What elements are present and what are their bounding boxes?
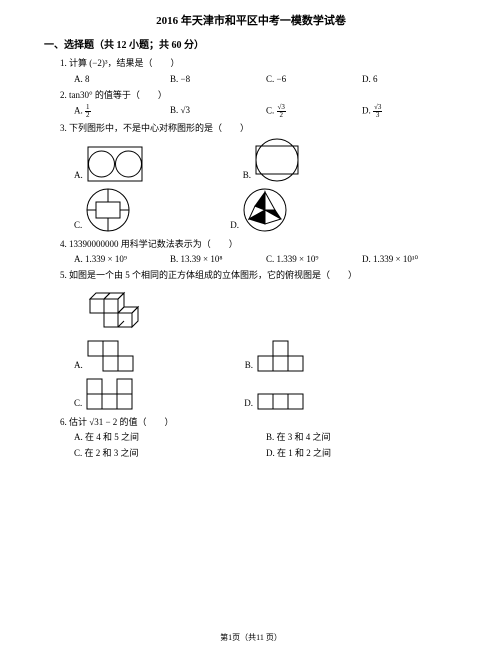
q3-figs-row1: A. B. (74, 138, 458, 185)
q3-fig-c (86, 188, 130, 232)
q1-options: A. 8 B. −8 C. −6 D. 6 (74, 73, 458, 86)
q6-opt-a: A. 在 4 和 5 之间 (74, 431, 266, 444)
q5-fig-d (257, 393, 305, 410)
q3-opt-a: A. (74, 169, 83, 182)
q4-text: 4. 13390000000 用科学记数法表示为（ ） (60, 238, 458, 251)
q5-opt-a: A. (74, 359, 83, 372)
q6-text: 6. 估计 √31 − 2 的值（ ） (60, 416, 458, 429)
q4-opt-b: B. 13.39 × 10⁸ (170, 253, 266, 266)
q5-figs-row2: C. D. (74, 378, 458, 413)
q2-text: 2. tan30° 的值等于（ ） (60, 89, 458, 102)
q5-fig-a (87, 340, 135, 372)
q3-figs-row2: C. D. (74, 188, 458, 235)
q6-opt-c: C. 在 2 和 3 之间 (74, 447, 266, 460)
q2-opt-b: B. √3 (170, 104, 266, 119)
q2-opt-d: D. √33 (362, 104, 458, 119)
q3-opt-c: C. (74, 219, 82, 232)
q6-options-r1: A. 在 4 和 5 之间 B. 在 3 和 4 之间 (74, 431, 458, 444)
q5-opt-c: C. (74, 397, 82, 410)
q1-opt-c: C. −6 (266, 73, 362, 86)
q5-fig-b (257, 340, 305, 372)
page-footer: 第1页（共11 页） (0, 632, 502, 643)
q5-fig-c (86, 378, 134, 410)
q3-fig-b (255, 138, 299, 182)
q1-opt-d: D. 6 (362, 73, 458, 86)
q3-fig-d (243, 188, 287, 232)
q5-3d-figure (84, 285, 146, 335)
section-heading: 一、选择题（共 12 小题；共 60 分） (44, 39, 458, 53)
q3-opt-d: D. (230, 219, 239, 232)
q4-opt-a: A. 1.339 × 10⁹ (74, 253, 170, 266)
q2-opt-c: C. √32 (266, 104, 362, 119)
q1-opt-b: B. −8 (170, 73, 266, 86)
q4-opt-d: D. 1.339 × 10¹⁰ (362, 253, 458, 266)
q3-opt-b: B. (243, 169, 251, 182)
q6-opt-b: B. 在 3 和 4 之间 (266, 431, 458, 444)
q2-opt-a: A. 12 (74, 104, 170, 119)
q5-text: 5. 如图是一个由 5 个相同的正方体组成的立体图形，它的俯视图是（ ） (60, 269, 458, 282)
q1-opt-a: A. 8 (74, 73, 170, 86)
q4-opt-c: C. 1.339 × 10⁹ (266, 253, 362, 266)
q2-options: A. 12 B. √3 C. √32 D. √33 (74, 104, 458, 119)
q5-opt-b: B. (245, 359, 253, 372)
q6-options-r2: C. 在 2 和 3 之间 D. 在 1 和 2 之间 (74, 447, 458, 460)
q3-fig-a (87, 146, 143, 182)
page-title: 2016 年天津市和平区中考一模数学试卷 (44, 14, 458, 29)
q4-options: A. 1.339 × 10⁹ B. 13.39 × 10⁸ C. 1.339 ×… (74, 253, 458, 266)
q3-text: 3. 下列图形中，不是中心对称图形的是（ ） (60, 122, 458, 135)
q1-text: 1. 计算 (−2)³，结果是（ ） (60, 57, 458, 70)
q5-opt-d: D. (244, 397, 253, 410)
q6-opt-d: D. 在 1 和 2 之间 (266, 447, 458, 460)
q5-figs-row1: A. B. (74, 340, 458, 375)
